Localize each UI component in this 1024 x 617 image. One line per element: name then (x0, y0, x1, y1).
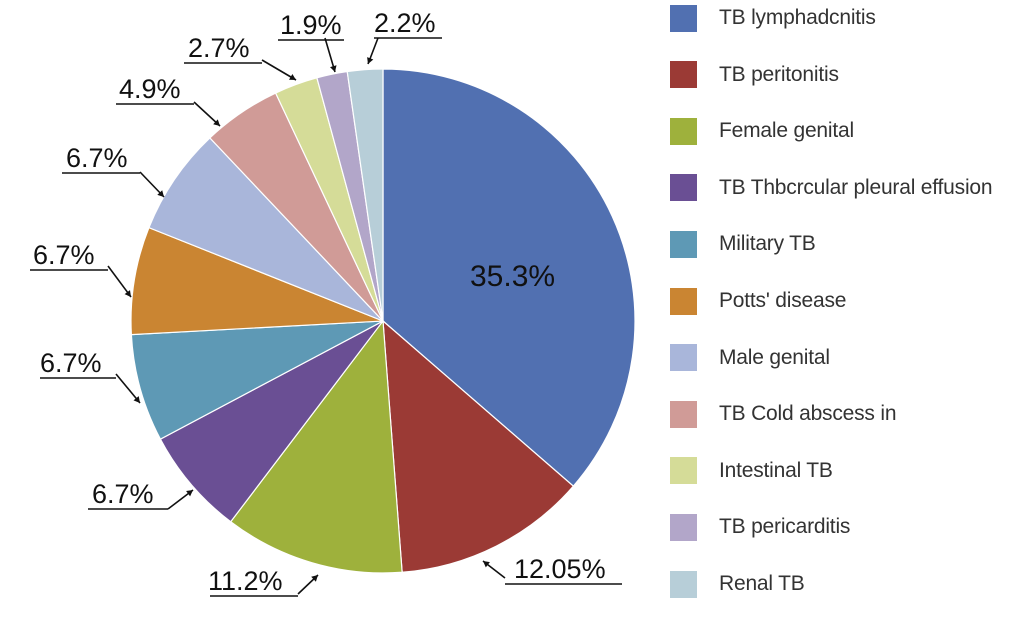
legend-swatch-10 (670, 570, 697, 598)
legend-swatch-3 (670, 174, 697, 202)
leader-arrow-1 (483, 561, 490, 568)
legend-label-5: Potts' disease (719, 289, 847, 312)
legend-item-0: TB lymphadcnitis (670, 4, 876, 32)
leader-arrow-9 (330, 65, 337, 72)
legend-label-0: TB lymphadcnitis (719, 6, 876, 29)
legend-label-8: Intestinal TB (719, 458, 833, 482)
legend-item-6: Male genital (670, 344, 830, 372)
legend-item-10: Renal TB (670, 570, 805, 598)
legend-swatch-7 (670, 400, 697, 428)
legend-label-6: Male genital (719, 345, 830, 369)
slice-label-5: 6.7% (33, 240, 95, 270)
pie-slice-1 (382, 319, 575, 573)
leader-line-5 (107, 265, 132, 298)
slice-label-2: 11.2% (208, 566, 283, 596)
legend-swatch-5 (670, 287, 697, 315)
slice-label-1: 12.05% (514, 554, 606, 584)
legend-item-9: TB pericarditis (670, 513, 850, 541)
legend-label-2: Female genital (719, 119, 854, 143)
pie-slice-10 (346, 68, 384, 322)
slice-label-0: 35.3% (470, 260, 555, 293)
leader-arrow-7 (213, 119, 220, 126)
legend-swatch-2 (670, 117, 697, 145)
legend-label-9: TB pericarditis (719, 515, 851, 539)
leader-arrow-6 (157, 190, 164, 197)
slice-label-9: 1.9% (280, 10, 342, 40)
slice-label-3: 6.7% (92, 479, 154, 509)
legend-item-2: Female genital (670, 117, 854, 145)
legend-label-3: TB Thbcrcular pleural effusion (719, 175, 993, 199)
leader-arrow-4 (133, 396, 140, 403)
slice-label-4: 6.7% (40, 348, 102, 378)
leader-arrow-8 (289, 74, 296, 80)
legend-label-10: Renal TB (719, 572, 805, 595)
legend-label-1: TB peritonitis (719, 62, 839, 86)
legend-item-5: Potts' disease (670, 287, 846, 315)
pie-slice-6 (148, 137, 384, 322)
legend-item-8: Intestinal TB (670, 457, 833, 485)
percentage-labels: 35.3% 12.05% 11.2% 6.7% 6.7% 6.7% 6.7% 4.9%2.7%… (33, 8, 606, 596)
leader-arrow-10 (367, 57, 374, 64)
leader-line-4 (115, 373, 141, 404)
leader-line-8 (261, 59, 297, 81)
pie-slice-3 (159, 320, 384, 523)
pie-slices (130, 68, 636, 574)
slice-label-8: 2.7% (188, 33, 250, 63)
legend-item-3: TB Thbcrcular pleural effusion (670, 174, 993, 202)
slice-label-10: 2.2% (374, 8, 436, 38)
legend-swatch-8 (670, 457, 697, 485)
legend-label-4: Military TB (719, 232, 816, 256)
legend-item-1: TB peritonitis (670, 61, 839, 89)
leader-arrow-3 (186, 490, 193, 497)
legend-swatch-4 (670, 230, 697, 258)
legend-item-4: Military TB (670, 230, 816, 258)
legend-swatch-6 (670, 344, 697, 372)
slice-label-6: 6.7% (66, 143, 128, 173)
label-leader-lines (30, 37, 622, 597)
pie-slice-2 (229, 319, 403, 574)
legend-swatch-0 (670, 4, 697, 32)
pie-slice-0 (382, 68, 636, 487)
leader-arrow-5 (124, 290, 131, 297)
leader-arrow-2 (311, 575, 318, 582)
pie-slice-4 (130, 320, 384, 440)
legend-swatch-9 (670, 513, 697, 541)
slice-label-7: 4.9% (119, 74, 181, 104)
legend-swatch-1 (670, 61, 697, 89)
pie-slice-5 (130, 226, 384, 336)
legend-item-7: TB Cold abscess in (670, 400, 897, 428)
legend-label-7: TB Cold abscess in (719, 402, 897, 426)
